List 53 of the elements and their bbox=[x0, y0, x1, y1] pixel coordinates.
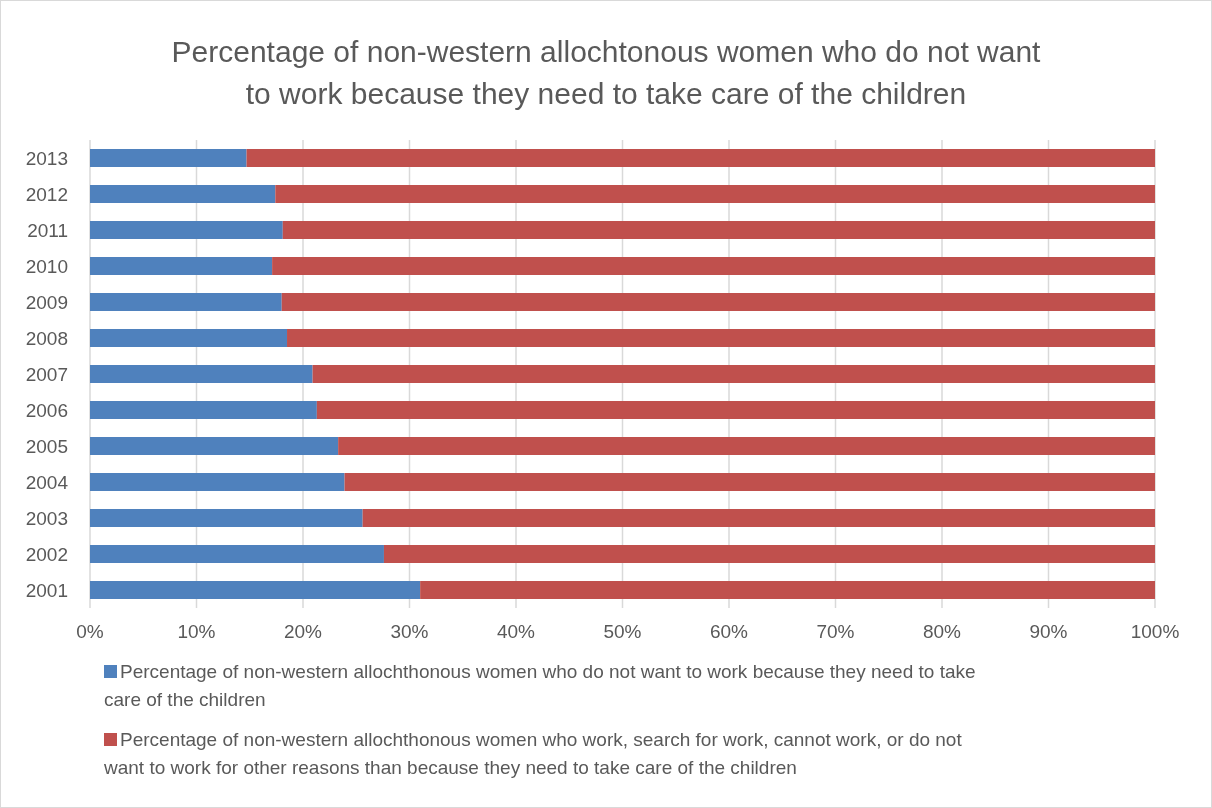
bar bbox=[316, 401, 1155, 419]
bar bbox=[90, 437, 339, 455]
bar bbox=[90, 365, 313, 383]
bar bbox=[90, 293, 282, 311]
y-tick-label: 2004 bbox=[25, 472, 69, 493]
x-tick-label: 100% bbox=[1130, 621, 1180, 642]
legend-label: Percentage of non-western allochthonous women who do not want to work because they need to take care of the children bbox=[104, 661, 976, 710]
x-tick-label: 80% bbox=[922, 621, 962, 642]
x-tick-label: 20% bbox=[283, 621, 323, 642]
bar bbox=[246, 149, 1155, 167]
x-tick-label: 0% bbox=[76, 621, 104, 642]
bar bbox=[281, 293, 1155, 311]
x-tick-label: 10% bbox=[177, 621, 216, 642]
bar bbox=[90, 329, 288, 347]
bar bbox=[344, 473, 1155, 491]
bar bbox=[90, 473, 345, 491]
bar bbox=[312, 365, 1155, 383]
y-tick-label: 2011 bbox=[27, 220, 68, 241]
y-tick-label: 2012 bbox=[25, 184, 68, 205]
bar bbox=[90, 257, 273, 275]
bar bbox=[90, 545, 384, 563]
x-tick-label: 70% bbox=[816, 621, 855, 642]
bar bbox=[287, 329, 1155, 347]
x-tick-label: 30% bbox=[390, 621, 429, 642]
y-tick-label: 2006 bbox=[25, 400, 68, 421]
x-tick-label: 40% bbox=[496, 621, 536, 642]
y-tick-label: 2001 bbox=[25, 580, 68, 601]
bar bbox=[90, 185, 276, 203]
x-tick-label: 60% bbox=[709, 621, 749, 642]
bar bbox=[90, 509, 363, 527]
bar bbox=[338, 437, 1155, 455]
y-tick-label: 2008 bbox=[25, 328, 68, 349]
bar bbox=[90, 149, 247, 167]
bar bbox=[275, 185, 1155, 203]
bar bbox=[383, 545, 1155, 563]
y-tick-label: 2010 bbox=[25, 256, 68, 277]
bar bbox=[90, 581, 421, 599]
bar bbox=[362, 509, 1155, 527]
bar bbox=[90, 221, 283, 239]
bar bbox=[420, 581, 1155, 599]
chart-title: Percentage of non-western allochtonous women who do not want to work because they need to take care of the children bbox=[171, 35, 1042, 110]
x-tick-label: 50% bbox=[603, 621, 642, 642]
y-tick-label: 2009 bbox=[25, 292, 68, 313]
legend-label: Percentage of non-western allochthonous women who work, search for work, cannot work, or do not want to work for other reasons than because they need to take care of the children bbox=[103, 729, 963, 778]
bar bbox=[282, 221, 1155, 239]
y-tick-label: 2002 bbox=[25, 544, 68, 565]
bar bbox=[272, 257, 1155, 275]
bar bbox=[90, 401, 317, 419]
y-tick-label: 2003 bbox=[25, 508, 68, 529]
x-tick-label: 90% bbox=[1029, 621, 1068, 642]
y-tick-label: 2005 bbox=[25, 436, 68, 457]
y-tick-label: 2013 bbox=[25, 148, 68, 169]
y-tick-label: 2007 bbox=[25, 364, 68, 385]
